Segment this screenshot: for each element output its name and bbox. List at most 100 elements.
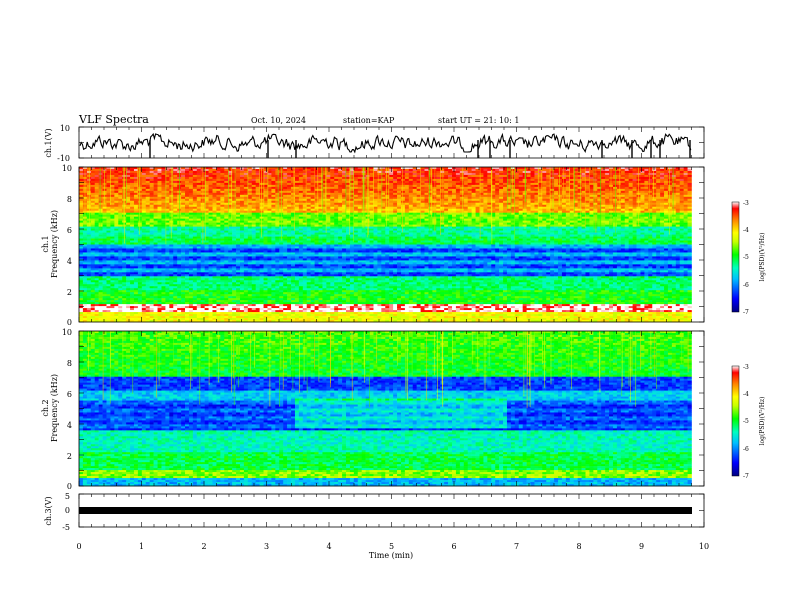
spectrogram-cell <box>652 215 656 217</box>
spectrogram-cell <box>676 225 680 227</box>
spectrogram-cell <box>216 215 220 217</box>
spectrogram-cell <box>629 191 633 193</box>
spectrogram-cell <box>456 199 460 201</box>
spectrogram-cell <box>440 213 444 215</box>
spectrogram-cell <box>570 201 574 203</box>
spectrogram-cell <box>472 175 476 177</box>
spectrogram-cell <box>640 219 644 221</box>
spectrogram-cell <box>472 181 476 183</box>
spectrogram-cell <box>428 175 432 177</box>
spectrogram-cell <box>487 185 491 187</box>
spectrogram-cell <box>91 197 95 199</box>
spectrogram-cell <box>436 181 440 183</box>
spectrogram-cell <box>472 197 476 199</box>
spectrogram-cell <box>146 207 150 209</box>
spectrogram-cell <box>617 223 621 225</box>
spectrogram-cell <box>307 215 311 217</box>
spectrogram-cell <box>621 175 625 177</box>
spectrogram-cell <box>79 187 83 189</box>
spectrogram-cell <box>354 171 358 173</box>
spectrogram-cell <box>307 221 311 223</box>
spectrogram-cell <box>393 227 397 229</box>
spectrogram-cell <box>660 173 664 175</box>
spectrogram-cell <box>672 225 676 227</box>
spectrogram-cell <box>676 189 680 191</box>
spectrogram-cell <box>640 223 644 225</box>
spectrogram-cell <box>397 183 401 185</box>
spectrogram-cell <box>118 207 122 209</box>
spectrogram-cell <box>538 221 542 223</box>
spectrogram-cell <box>189 217 193 219</box>
spectrogram-cell <box>91 191 95 193</box>
spectrogram-cell <box>220 199 224 201</box>
spectrogram-cell <box>389 183 393 185</box>
spectrogram-cell <box>95 203 99 205</box>
spectrogram-cell <box>499 201 503 203</box>
spectrogram-cell <box>531 183 535 185</box>
spectrogram-cell <box>389 199 393 201</box>
spectrogram-cell <box>448 215 452 217</box>
spectrogram-cell <box>118 213 122 215</box>
spectrogram-cell <box>550 189 554 191</box>
spectrogram-cell <box>499 169 503 171</box>
spectrogram-cell <box>460 221 464 223</box>
spectrogram-cell <box>460 185 464 187</box>
spectrogram-cell <box>110 193 114 195</box>
spectrogram-cell <box>118 221 122 223</box>
spectrogram-cell <box>134 211 138 213</box>
spectrogram-cell <box>684 217 688 219</box>
spectrogram-cell <box>585 209 589 211</box>
spectrogram-cell <box>456 191 460 193</box>
spectrogram-cell <box>527 199 531 201</box>
spectrogram-cell <box>326 185 330 187</box>
spectrogram-cell <box>91 193 95 195</box>
spectrogram-cell <box>181 191 185 193</box>
spectrogram-cell <box>185 223 189 225</box>
spectrogram-cell <box>358 225 362 227</box>
spectrogram-cell <box>224 203 228 205</box>
spectrogram-cell <box>428 199 432 201</box>
spectrogram-cell <box>515 179 519 181</box>
spectrogram-cell <box>271 195 275 197</box>
spectrogram-cell <box>283 211 287 213</box>
spectrogram-cell <box>640 227 644 229</box>
spectrogram-cell <box>648 185 652 187</box>
spectrogram-cell <box>389 225 393 227</box>
spectrogram-cell <box>464 217 468 219</box>
spectrogram-cell <box>275 177 279 179</box>
spectrogram-cell <box>503 219 507 221</box>
spectrogram-cell <box>515 199 519 201</box>
spectrogram-cell <box>130 211 134 213</box>
spectrogram-cell <box>633 213 637 215</box>
spectrogram-cell <box>267 217 271 219</box>
spectrogram-cell <box>444 177 448 179</box>
spectrogram-cell <box>212 187 216 189</box>
spectrogram-cell <box>554 213 558 215</box>
spectrogram-cell <box>373 201 377 203</box>
spectrogram-cell <box>370 179 374 181</box>
spectrogram-cell <box>468 199 472 201</box>
spectrogram-cell <box>629 219 633 221</box>
spectrogram-cell <box>393 185 397 187</box>
spectrogram-cell <box>99 195 103 197</box>
spectrogram-cell <box>550 213 554 215</box>
spectrogram-cell <box>287 217 291 219</box>
spectrogram-cell <box>256 223 260 225</box>
spectrogram-cell <box>601 225 605 227</box>
spectrogram-cell <box>680 195 684 197</box>
spectrogram-cell <box>87 205 91 207</box>
spectrogram-cell <box>197 171 201 173</box>
spectrogram-cell <box>672 173 676 175</box>
spectrogram-cell <box>644 179 648 181</box>
spectrogram-cell <box>456 217 460 219</box>
spectrogram-cell <box>397 205 401 207</box>
spectrogram-cell <box>287 185 291 187</box>
spectrogram-cell <box>99 203 103 205</box>
spectrogram-cell <box>377 213 381 215</box>
spectrogram-cell <box>177 201 181 203</box>
spectrogram-cell <box>640 209 644 211</box>
spectrogram-cell <box>448 173 452 175</box>
spectrogram-cell <box>264 227 268 229</box>
spectrogram-cell <box>456 173 460 175</box>
spectrogram-cell <box>672 227 676 229</box>
